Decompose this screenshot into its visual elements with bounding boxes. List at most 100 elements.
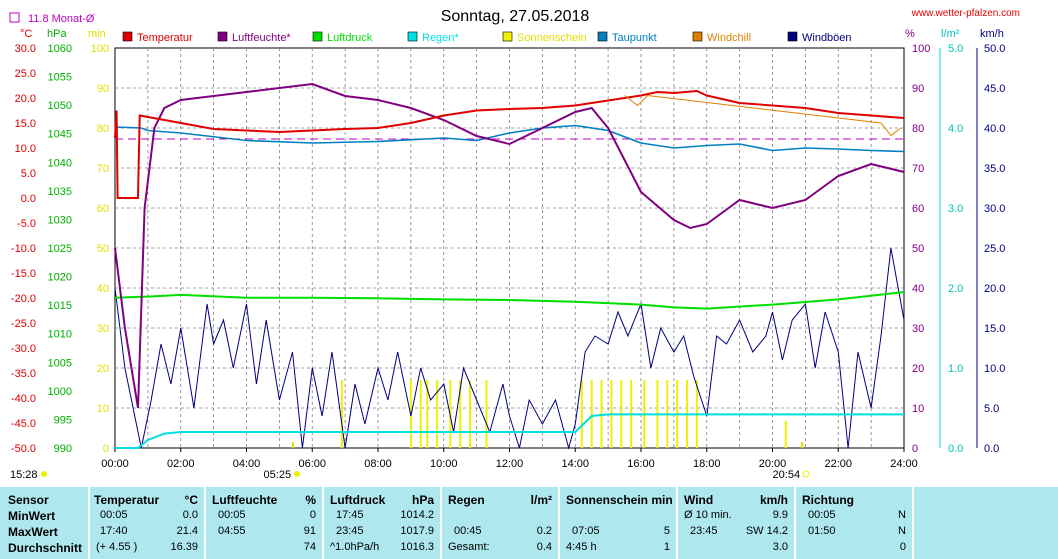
- hum-tick-label: 70: [912, 163, 924, 175]
- sunrise-icon: [294, 471, 301, 477]
- hum-avg-val: 74: [303, 541, 316, 553]
- wind-tick-label: 35.0: [984, 163, 1005, 175]
- temp-unit-label: °C: [20, 28, 32, 40]
- hum-tick-label: 40: [912, 283, 924, 295]
- x-tick-label: 06:00: [298, 458, 326, 470]
- header-dir: Richtung: [802, 493, 854, 507]
- dir-max-time: 01:50: [808, 525, 836, 537]
- sunshine-bar: [469, 380, 472, 448]
- sunset-icon: [802, 470, 810, 478]
- row-label-max: MaxWert: [8, 525, 58, 539]
- hum-max-time: 04:55: [218, 525, 246, 537]
- sunshine-bar: [590, 380, 593, 448]
- legend-swatch: [122, 31, 133, 42]
- col-sun: Sonnenschein min 07:05 5 4:45 h 1: [560, 487, 676, 559]
- col-rain: Regen l/m² 00:45 0.2 Gesamt: 0.4: [442, 487, 558, 559]
- sun-tick-label: 0: [103, 443, 109, 455]
- temp-min-time: 00:05: [100, 509, 128, 521]
- sunshine-bar: [784, 420, 787, 448]
- press-tick-label: 1050: [48, 100, 72, 112]
- press-max-val: 1017.9: [400, 525, 434, 537]
- daylight-label: 15:28: [10, 469, 38, 481]
- wind-unit-label: km/h: [980, 28, 1004, 40]
- x-tick-label: 20:00: [759, 458, 787, 470]
- temp-min-val: 0.0: [182, 509, 198, 521]
- hum-tick-label: 60: [912, 203, 924, 215]
- sunshine-bar: [580, 380, 583, 448]
- hum-tick-label: 30: [912, 323, 924, 335]
- rain-tick-label: 2.0: [948, 283, 963, 295]
- header-sun: Sonnenschein min: [566, 493, 673, 507]
- legend-swatch: [502, 31, 513, 42]
- header-hum-unit: %: [305, 493, 316, 507]
- sunset-label: 20:54: [773, 469, 801, 481]
- legend-label: Luftdruck: [327, 32, 373, 44]
- sun-tick-label: 50: [97, 243, 109, 255]
- temp-max-time: 17:40: [100, 525, 128, 537]
- rain-tick-label: 4.0: [948, 123, 963, 135]
- rain-tick-label: 5.0: [948, 43, 963, 55]
- hum-tick-label: 50: [912, 243, 924, 255]
- press-tick-label: 1055: [48, 72, 72, 84]
- wind-min-val: 9.9: [772, 509, 788, 521]
- sunshine-bar: [426, 380, 429, 448]
- legend-swatch: [312, 31, 323, 42]
- rain-tick-label: 3.0: [948, 203, 963, 215]
- dir-min-time: 00:05: [808, 509, 836, 521]
- dewpoint-line: [114, 124, 905, 153]
- chart-title: Sonntag, 27.05.2018: [441, 8, 590, 25]
- hum-max-val: 91: [303, 525, 316, 537]
- rain-total-val: 0.4: [536, 541, 552, 553]
- temp-tick-label: -20.0: [11, 293, 36, 305]
- legend-swatch: [407, 31, 418, 42]
- sun-tick-label: 90: [97, 83, 109, 95]
- monthly-avg-label: 11.8 Monat-Ø: [28, 13, 95, 25]
- temp-tick-label: -25.0: [11, 318, 36, 330]
- legend-label: Windböen: [802, 32, 852, 44]
- stats-table: Sensor MinWert MaxWert Durchschnitt Temp…: [0, 487, 1058, 559]
- col-wind: Wind km/h Ø 10 min. 9.9 23:45 SW 14.2 3.…: [678, 487, 794, 559]
- legend-label: Luftfeuchte*: [232, 32, 291, 44]
- sun-tick-label: 80: [97, 123, 109, 135]
- temp-tick-label: -50.0: [11, 443, 36, 455]
- header-press: Luftdruck: [330, 493, 386, 507]
- rain-tick-label: 1.0: [948, 363, 963, 375]
- row-label-avg: Durchschnitt: [8, 541, 83, 555]
- wind-max-time: 23:45: [690, 525, 718, 537]
- hum-unit-label: %: [905, 28, 915, 40]
- wind-tick-label: 15.0: [984, 323, 1005, 335]
- hum-min-val: 0: [309, 509, 316, 521]
- press-tick-label: 1010: [48, 329, 72, 341]
- temp-tick-label: 5.0: [21, 168, 36, 180]
- wind-tick-label: 40.0: [984, 123, 1005, 135]
- press-tick-label: 1005: [48, 357, 72, 369]
- wind-tick-label: 10.0: [984, 363, 1005, 375]
- temp-tick-label: -5.0: [17, 218, 36, 230]
- press-min-val: 1014.2: [400, 509, 434, 521]
- press-min-time: 17:45: [336, 509, 364, 521]
- sunshine-bar: [485, 380, 488, 448]
- press-tick-label: 1020: [48, 272, 72, 284]
- header-hum: Luftfeuchte: [212, 493, 278, 507]
- temp-tick-label: 0.0: [21, 193, 36, 205]
- header-wind-unit: km/h: [759, 493, 788, 507]
- hum-tick-label: 10: [912, 403, 924, 415]
- wind-tick-label: 0.0: [984, 443, 999, 455]
- hum-tick-label: 100: [912, 43, 930, 55]
- col-dir: Richtung 00:05 N 01:50 N 0: [796, 487, 912, 559]
- x-tick-label: 14:00: [561, 458, 589, 470]
- rain-max-val: 0.2: [536, 525, 552, 537]
- press-max-time: 23:45: [336, 525, 364, 537]
- col-sensor: Sensor MinWert MaxWert Durchschnitt: [0, 487, 88, 559]
- wind-tick-label: 50.0: [984, 43, 1005, 55]
- temp-tick-label: 30.0: [15, 43, 36, 55]
- temp-tick-label: 20.0: [15, 93, 36, 105]
- temp-tick-label: -10.0: [11, 243, 36, 255]
- sun-max-time: 07:05: [572, 525, 600, 537]
- legend-swatch: [217, 31, 228, 42]
- legend-label: Regen*: [422, 32, 459, 44]
- wind-tick-label: 25.0: [984, 243, 1005, 255]
- rain-line: [115, 413, 904, 449]
- legend-label: Sonnenschein: [517, 32, 587, 44]
- wind-tick-label: 20.0: [984, 283, 1005, 295]
